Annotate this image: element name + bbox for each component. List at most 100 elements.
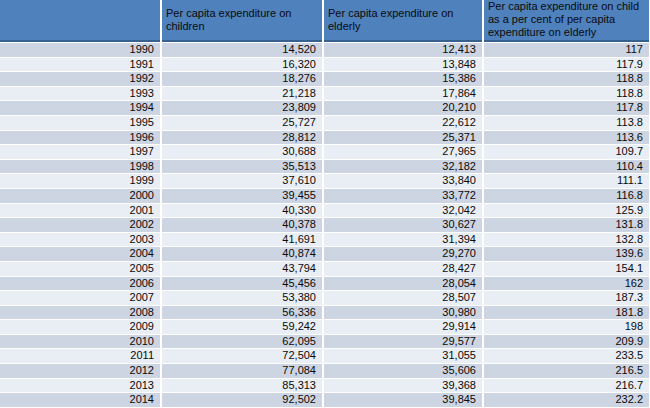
year-cell: 2010 (0, 335, 160, 349)
elderly-cell: 30,627 (324, 218, 482, 232)
table-row: 200753,38028,507187.3 (0, 291, 650, 305)
elderly-cell: 29,577 (324, 335, 482, 349)
ratio-cell: 111.1 (484, 174, 649, 188)
ratio-cell: 216.5 (484, 364, 649, 378)
year-cell: 2008 (0, 306, 160, 320)
elderly-cell: 29,270 (324, 247, 482, 261)
children-cell: 45,456 (162, 277, 322, 291)
table-row: 199628,81225,371113.6 (0, 131, 650, 145)
column-header-blank (0, 0, 160, 42)
children-cell: 56,336 (162, 306, 322, 320)
year-cell: 1996 (0, 131, 160, 145)
year-cell: 2012 (0, 364, 160, 378)
ratio-cell: 117.8 (484, 101, 649, 115)
table-row: 201277,08435,606216.5 (0, 364, 650, 378)
table-row: 201385,31339,368216.7 (0, 379, 650, 393)
table-row: 200039,45533,772116.8 (0, 189, 650, 203)
column-header-ratio: Per capita expenditure on child as a per… (484, 0, 649, 42)
ratio-cell: 118.8 (484, 72, 649, 86)
ratio-cell: 116.8 (484, 189, 649, 203)
year-cell: 1991 (0, 58, 160, 72)
children-cell: 23,809 (162, 101, 322, 115)
table-row: 201062,09529,577209.9 (0, 335, 650, 349)
elderly-cell: 20,210 (324, 101, 482, 115)
year-cell: 2007 (0, 291, 160, 305)
year-cell: 2014 (0, 393, 160, 407)
year-cell: 2009 (0, 320, 160, 334)
year-cell: 1998 (0, 160, 160, 174)
elderly-cell: 32,182 (324, 160, 482, 174)
children-cell: 16,320 (162, 58, 322, 72)
year-cell: 2000 (0, 189, 160, 203)
table-row: 200341,69131,394132.8 (0, 233, 650, 247)
ratio-cell: 131.8 (484, 218, 649, 232)
table-row: 200645,45628,054162 (0, 277, 650, 291)
elderly-cell: 12,413 (324, 43, 482, 57)
ratio-cell: 181.8 (484, 306, 649, 320)
year-cell: 2002 (0, 218, 160, 232)
children-cell: 41,691 (162, 233, 322, 247)
table-row: 200440,87429,270139.6 (0, 247, 650, 261)
table-row: 199116,32013,848117.9 (0, 58, 650, 72)
year-cell: 2004 (0, 247, 160, 261)
table-row: 201492,50239,845232.2 (0, 393, 650, 407)
children-cell: 77,084 (162, 364, 322, 378)
table-row: 201172,50431,055233.5 (0, 349, 650, 363)
table-row: 199835,51332,182110.4 (0, 160, 650, 174)
children-cell: 18,276 (162, 72, 322, 86)
column-header-elderly: Per capita expenditure on elderly (324, 0, 482, 42)
children-cell: 62,095 (162, 335, 322, 349)
year-cell: 1999 (0, 174, 160, 188)
column-header-children: Per capita expenditure on children (162, 0, 322, 42)
elderly-cell: 17,864 (324, 87, 482, 101)
children-cell: 21,218 (162, 87, 322, 101)
expenditure-table: Per capita expenditure on children Per c… (0, 0, 650, 408)
elderly-cell: 27,965 (324, 145, 482, 159)
year-cell: 2011 (0, 349, 160, 363)
children-cell: 37,610 (162, 174, 322, 188)
children-cell: 39,455 (162, 189, 322, 203)
elderly-cell: 13,848 (324, 58, 482, 72)
ratio-cell: 216.7 (484, 379, 649, 393)
table-row: 199730,68827,965109.7 (0, 145, 650, 159)
children-cell: 25,727 (162, 116, 322, 130)
children-cell: 92,502 (162, 393, 322, 407)
elderly-cell: 35,606 (324, 364, 482, 378)
elderly-cell: 25,371 (324, 131, 482, 145)
ratio-cell: 118.8 (484, 87, 649, 101)
children-cell: 72,504 (162, 349, 322, 363)
table-row: 199321,21817,864118.8 (0, 87, 650, 101)
elderly-cell: 29,914 (324, 320, 482, 334)
children-cell: 59,242 (162, 320, 322, 334)
ratio-cell: 117.9 (484, 58, 649, 72)
year-cell: 2003 (0, 233, 160, 247)
ratio-cell: 113.6 (484, 131, 649, 145)
children-cell: 40,874 (162, 247, 322, 261)
table-row: 199937,61033,840111.1 (0, 174, 650, 188)
table-row: 199014,52012,413117 (0, 43, 650, 57)
ratio-cell: 125.9 (484, 204, 649, 218)
year-cell: 1994 (0, 101, 160, 115)
year-cell: 1995 (0, 116, 160, 130)
table-row: 200140,33032,042125.9 (0, 204, 650, 218)
ratio-cell: 109.7 (484, 145, 649, 159)
elderly-cell: 22,612 (324, 116, 482, 130)
year-cell: 1993 (0, 87, 160, 101)
ratio-cell: 233.5 (484, 349, 649, 363)
year-cell: 1997 (0, 145, 160, 159)
children-cell: 53,380 (162, 291, 322, 305)
year-cell: 2005 (0, 262, 160, 276)
table-row: 200856,33630,980181.8 (0, 306, 650, 320)
elderly-cell: 31,394 (324, 233, 482, 247)
elderly-cell: 28,054 (324, 277, 482, 291)
children-cell: 35,513 (162, 160, 322, 174)
table-header-row: Per capita expenditure on children Per c… (0, 0, 650, 42)
children-cell: 30,688 (162, 145, 322, 159)
elderly-cell: 31,055 (324, 349, 482, 363)
ratio-cell: 132.8 (484, 233, 649, 247)
table-row: 199525,72722,612113.8 (0, 116, 650, 130)
year-cell: 2001 (0, 204, 160, 218)
children-cell: 40,378 (162, 218, 322, 232)
elderly-cell: 28,507 (324, 291, 482, 305)
ratio-cell: 162 (484, 277, 649, 291)
